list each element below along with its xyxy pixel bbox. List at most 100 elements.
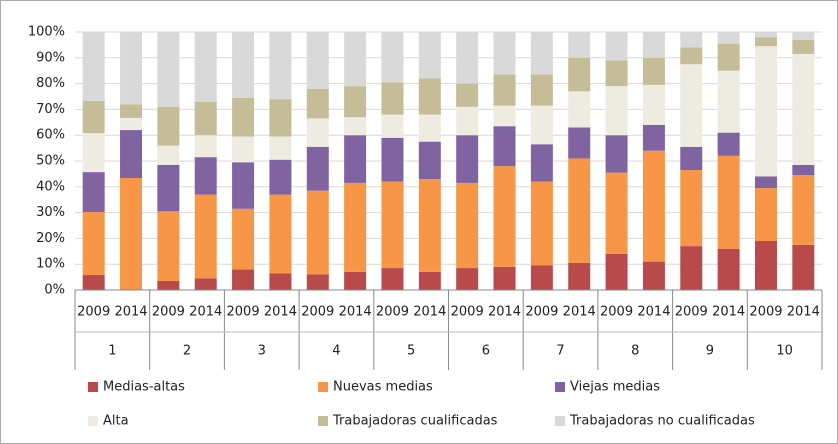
bar-segment [568, 127, 591, 159]
y-tick-label: 20% [36, 231, 65, 246]
bar-segment [456, 83, 479, 107]
bar-segment [792, 39, 815, 54]
y-tick-label: 80% [36, 76, 65, 91]
bar-segment [194, 157, 217, 195]
bar-segment [717, 155, 740, 249]
y-tick-label: 0% [44, 283, 65, 298]
bar-segment [530, 105, 553, 145]
bar-segment [82, 32, 105, 101]
bar-segment [306, 88, 329, 119]
group-label: 1 [108, 344, 116, 359]
bar-segment [493, 32, 516, 75]
bar-segment [642, 124, 665, 151]
bar-segment [493, 166, 516, 267]
bar-segment [269, 273, 292, 290]
bar-segment [344, 117, 367, 136]
bar-segment [120, 104, 143, 118]
bar-segment [120, 178, 143, 290]
bar-segment [568, 32, 591, 58]
y-tick-label: 70% [36, 102, 65, 117]
bar-segment [381, 137, 404, 182]
bar-segment [82, 133, 105, 173]
x-tick-label: 2009 [301, 305, 334, 320]
bar-segment [306, 146, 329, 191]
bar-segment [306, 118, 329, 147]
bar-segment [642, 261, 665, 290]
bar-segment [269, 159, 292, 195]
bar-segment [717, 32, 740, 44]
bar-segment [82, 100, 105, 134]
legend-swatch [88, 382, 98, 392]
bar-segment [232, 97, 255, 137]
bar-segment [792, 175, 815, 245]
y-tick-label: 10% [36, 257, 65, 272]
bar-segment [456, 32, 479, 84]
legend-swatch [555, 382, 565, 392]
bar-segment [642, 57, 665, 85]
bar-segment [194, 194, 217, 279]
bar-segment [194, 32, 217, 102]
bar-segment [530, 74, 553, 106]
bar-segment [605, 60, 628, 87]
group-label: 7 [556, 344, 564, 359]
bar-segment [381, 181, 404, 269]
group-label: 4 [332, 344, 340, 359]
legend-label: Nuevas medias [333, 380, 433, 395]
bar-segment [493, 105, 516, 127]
bar-segment [605, 32, 628, 61]
bar-segment [157, 280, 180, 290]
bar-segment [680, 170, 703, 247]
bar-segment [792, 32, 815, 40]
bar-segment [680, 32, 703, 48]
bar-segment [194, 278, 217, 290]
bar-segment [680, 146, 703, 171]
bar-segment [344, 182, 367, 272]
legend-swatch [555, 416, 565, 426]
bar-segment [717, 132, 740, 156]
bar-segment [157, 145, 180, 165]
x-tick-label: 2009 [749, 305, 782, 320]
bar-segment [605, 172, 628, 254]
bar-segment [381, 32, 404, 83]
group-label: 9 [706, 344, 714, 359]
bar-segment [680, 47, 703, 65]
bar-segment [418, 141, 441, 180]
x-tick-label: 2014 [563, 305, 596, 320]
bar-segment [568, 262, 591, 290]
group-label: 2 [183, 344, 191, 359]
bar-segment [194, 135, 217, 158]
bar-segment [568, 158, 591, 263]
bar-segment [605, 253, 628, 290]
bar-segment [754, 32, 777, 38]
group-label: 5 [407, 344, 415, 359]
bar-segment [754, 188, 777, 241]
bar-segment [344, 86, 367, 118]
bar-segment [754, 176, 777, 189]
group-label: 10 [776, 344, 793, 359]
x-tick-label: 2009 [675, 305, 708, 320]
bar-segment [642, 84, 665, 125]
bar-segment [120, 32, 143, 105]
x-tick-label: 2014 [488, 305, 521, 320]
bar-segment [232, 269, 255, 290]
bar-segment [269, 136, 292, 160]
bar-segment [306, 190, 329, 275]
bar-segment [642, 150, 665, 262]
bar-segment [568, 91, 591, 128]
y-tick-label: 100% [28, 25, 65, 40]
bar-segment [568, 57, 591, 92]
legend-swatch [318, 382, 328, 392]
legend-label: Alta [103, 414, 129, 429]
bar-segment [717, 43, 740, 71]
x-tick-label: 2009 [376, 305, 409, 320]
x-tick-label: 2009 [227, 305, 260, 320]
legend-label: Medias-altas [103, 380, 185, 395]
bar-segment [680, 64, 703, 147]
bar-segment [157, 106, 180, 146]
x-tick-label: 2014 [413, 305, 446, 320]
x-tick-label: 2009 [77, 305, 110, 320]
bar-segment [269, 32, 292, 100]
bar-segment [792, 53, 815, 165]
x-tick-label: 2014 [264, 305, 297, 320]
bar-segment [530, 181, 553, 266]
